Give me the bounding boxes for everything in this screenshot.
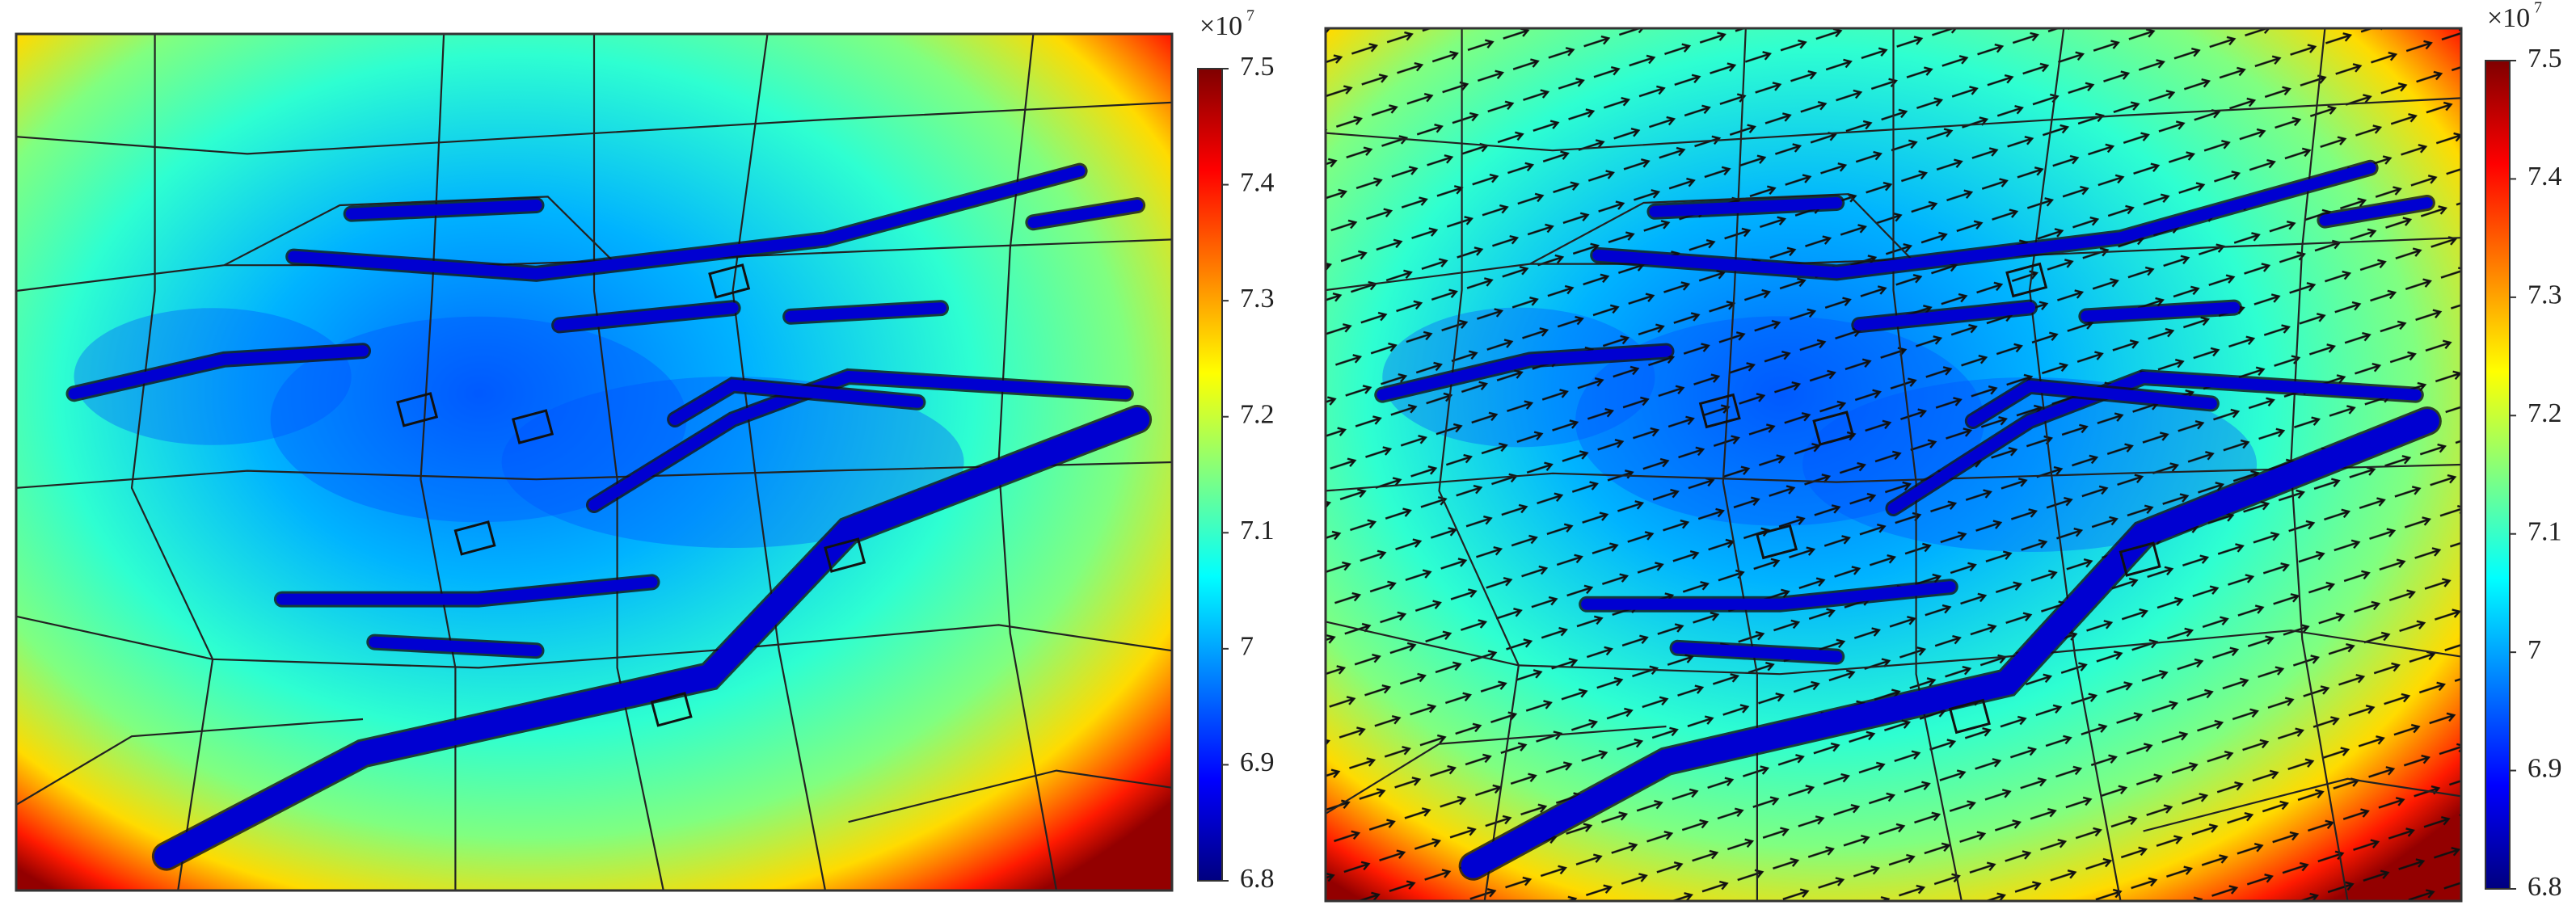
- colorbar-tick-label: 7.2: [2528, 398, 2562, 428]
- colorbar-multiplier: ×10: [2487, 3, 2530, 33]
- field: [16, 34, 1172, 890]
- mesh-line: [2028, 28, 2122, 901]
- low-zone: [270, 316, 687, 523]
- fracture: [68, 345, 369, 400]
- mesh-line: [16, 101, 1172, 155]
- fracture: [345, 200, 542, 220]
- fracture: [2081, 301, 2240, 322]
- mesh-line: [16, 461, 1172, 489]
- colorbar-tick-label: 7: [2528, 635, 2541, 665]
- fracture-block: [1756, 524, 1798, 560]
- fracture-block: [1948, 698, 1991, 735]
- mesh-line: [2143, 777, 2461, 832]
- fracture: [1672, 642, 1843, 663]
- colorbar-tick-label: 6.9: [1240, 747, 1275, 777]
- fracture: [1649, 197, 1843, 217]
- field: [1326, 28, 2461, 901]
- mesh-line: [848, 769, 1172, 823]
- colorbar-tick-label: 7.4: [2528, 162, 2562, 192]
- mesh-line: [16, 718, 364, 806]
- mesh-line: [1326, 621, 2461, 676]
- mesh-line: [1326, 97, 2461, 152]
- mesh-line: [16, 615, 1172, 669]
- colorbar-tick-label: 7.5: [2528, 44, 2562, 74]
- low-zone: [74, 308, 352, 445]
- fracture-block: [1812, 410, 1855, 446]
- colorbar-tick-label: 6.9: [2528, 753, 2562, 783]
- fracture-block: [708, 263, 751, 299]
- mesh-line: [592, 34, 664, 890]
- colorbar-tick-label: 7: [1240, 632, 1254, 662]
- fracture: [276, 576, 658, 605]
- colorbar-tick-label: 7.5: [1240, 52, 1275, 82]
- fracture: [154, 407, 1150, 869]
- colorbar: [1197, 68, 1223, 882]
- colorbar-tick-label: 6.8: [2528, 872, 2562, 902]
- fracture: [288, 165, 1086, 280]
- mesh-line: [130, 34, 214, 890]
- mesh-line: [731, 34, 827, 890]
- mesh-line: [1529, 193, 1917, 265]
- fracture: [1461, 409, 2439, 878]
- colorbar-tick-label: 6.8: [1240, 864, 1275, 894]
- fracture-block: [2119, 541, 2161, 577]
- fracture-block: [2005, 262, 2048, 298]
- mesh-line: [1438, 28, 1520, 901]
- fracture: [369, 636, 542, 657]
- colorbar-multiplier: ×10: [1199, 11, 1242, 41]
- fracture-block: [1698, 393, 1741, 429]
- fracture: [554, 302, 739, 331]
- fracture: [1027, 200, 1144, 229]
- colorbar-tick-label: 7.1: [2528, 517, 2562, 547]
- mesh-line: [1326, 725, 1667, 815]
- colorbar-tick-label: 7.1: [1240, 516, 1275, 545]
- panel: 6.86.977.17.27.37.47.5×10 7: [1324, 0, 2562, 903]
- panel: 6.86.977.17.27.37.47.5×10 7: [15, 7, 1275, 894]
- fracture: [1592, 162, 2376, 279]
- fracture-block: [453, 520, 496, 556]
- colorbar: [2485, 60, 2511, 890]
- colorbar-multiplier-exponent: 7: [2534, 0, 2542, 17]
- colorbar-tick-label: 7.3: [1240, 284, 1275, 314]
- fracture-block: [824, 537, 866, 573]
- fracture: [1377, 345, 1672, 401]
- colorbar-tick-label: 7.4: [1240, 167, 1275, 197]
- fracture: [1967, 380, 2217, 427]
- panel-frame: [15, 32, 1174, 892]
- mesh-line: [1892, 28, 1963, 901]
- fracture-block: [650, 692, 693, 727]
- mesh-line: [223, 196, 618, 267]
- fracture: [2319, 197, 2433, 226]
- fracture: [1581, 581, 1956, 610]
- fracture: [1853, 301, 2036, 331]
- colorbar-tick-label: 7.3: [2528, 280, 2562, 310]
- fracture-block: [396, 392, 439, 427]
- panel-frame: [1324, 27, 2463, 903]
- colorbar-tick-label: 7.2: [1240, 400, 1275, 430]
- mesh-line: [1326, 463, 2461, 492]
- fracture: [785, 302, 947, 322]
- fracture-block: [512, 409, 554, 444]
- fracture: [669, 379, 924, 425]
- colorbar-multiplier-exponent: 7: [1246, 7, 1254, 25]
